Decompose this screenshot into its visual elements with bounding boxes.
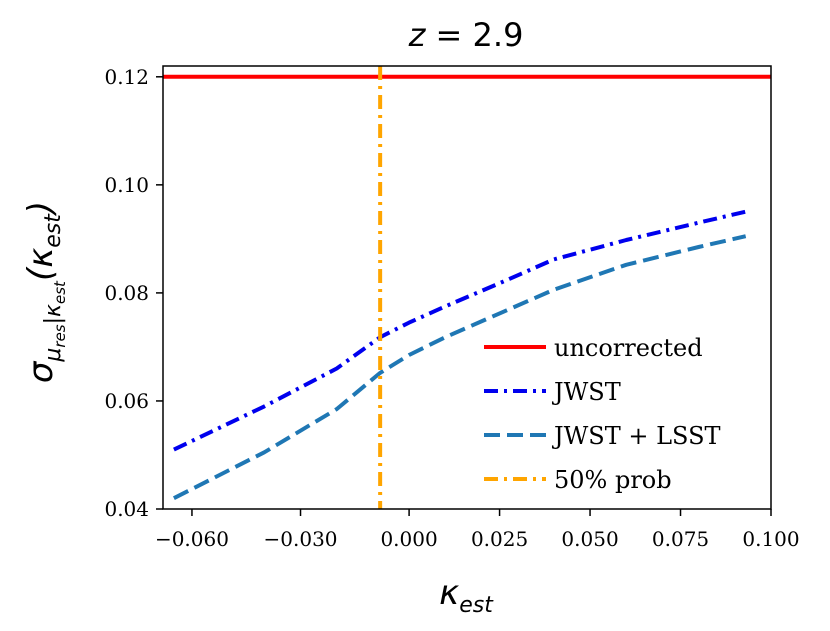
x-tick-label: 0.075 (652, 527, 709, 551)
legend: uncorrected JWST JWST + LSST 50% prob (476, 326, 766, 502)
legend-label-jwst: JWST (551, 378, 621, 406)
title-eq: = 2.9 (425, 16, 523, 54)
plot-layer: −0.060 −0.030 0.000 0.025 0.050 0.075 0.100 0.0… (104, 65, 799, 551)
legend-label-uncorrected: uncorrected (554, 334, 703, 362)
x-tick-label: 0.100 (742, 527, 799, 551)
y-tick-label: 0.04 (104, 497, 149, 521)
legend-label-jwst-lsst: JWST + LSST (551, 422, 721, 450)
x-tick-label: −0.060 (155, 527, 229, 551)
y-tick-label: 0.12 (104, 65, 149, 89)
x-tick-label: 0.050 (561, 527, 618, 551)
x-tick-label: 0.000 (380, 527, 437, 551)
y-axis-label: σμres|κest(κest) (21, 201, 69, 383)
axes-frame (162, 65, 772, 510)
x-tick-label: −0.030 (264, 527, 338, 551)
chart-title: z = 2.9 (408, 16, 524, 54)
x-tick-label: 0.025 (471, 527, 528, 551)
y-tick-label: 0.06 (104, 389, 149, 413)
series-line-jwst-lsst (172, 234, 747, 500)
y-tick-label: 0.10 (104, 173, 149, 197)
title-var: z (408, 16, 427, 54)
legend-label-50-prob: 50% prob (554, 466, 672, 494)
x-axis-label: κest (439, 573, 494, 618)
series-line-jwst (173, 208, 750, 452)
y-tick-label: 0.08 (104, 281, 149, 305)
legend-frame (476, 326, 766, 502)
